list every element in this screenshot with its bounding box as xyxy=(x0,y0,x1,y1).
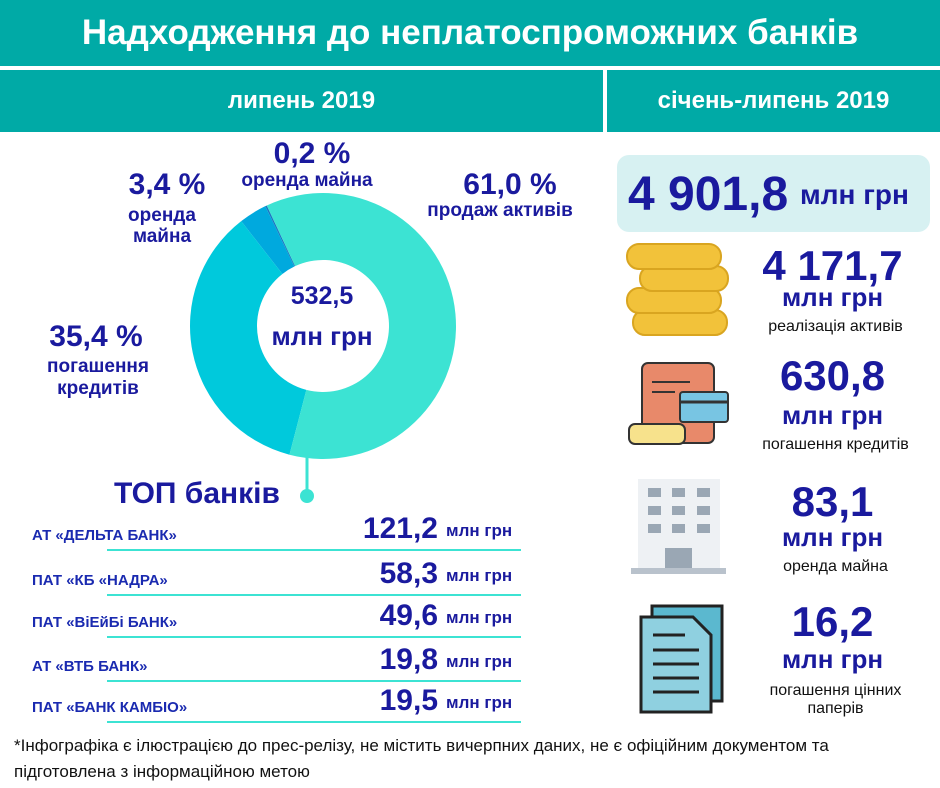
item-label: оренда майна xyxy=(783,558,888,575)
receipt-icon xyxy=(628,362,729,445)
bank-unit: млн грн xyxy=(446,521,513,540)
bank-unit: млн грн xyxy=(446,566,513,585)
bank-rule xyxy=(107,636,521,638)
bank-rule xyxy=(107,594,521,596)
bank-name: ПАТ «ВіЕйБі БАНК» xyxy=(32,614,178,631)
item-unit: млн грн xyxy=(781,282,884,312)
donut-segment xyxy=(241,206,295,274)
bank-rule xyxy=(107,549,521,551)
bank-name: АТ «ДЕЛЬТА БАНК» xyxy=(32,527,177,544)
donut-unit: млн грн xyxy=(271,321,373,351)
footnote: *Інфографіка є ілюстрацією до прес-реліз… xyxy=(14,736,829,781)
donut-segment xyxy=(266,193,456,460)
segment-label: оренда майна xyxy=(241,170,373,191)
segment-value: 3,4 % xyxy=(128,168,206,201)
bank-name: ПАТ «КБ «НАДРА» xyxy=(32,572,168,589)
item-label: погашення цінних паперів xyxy=(769,682,902,717)
segment-label: погашення кредитів xyxy=(46,356,149,399)
bank-unit: млн грн xyxy=(446,608,513,627)
bank-unit: млн грн xyxy=(446,652,513,671)
segment-value: 0,2 % xyxy=(273,137,351,170)
segment-value: 61,0 % xyxy=(463,168,557,201)
documents-icon xyxy=(639,604,724,714)
bank-name: ПАТ «БАНК КАМБІО» xyxy=(32,699,188,716)
leader-dot xyxy=(300,489,314,503)
bank-value: 49,6 xyxy=(379,599,438,632)
segment-label: продаж активів xyxy=(427,200,573,221)
item-unit: млн грн xyxy=(781,522,884,552)
period-total-unit: млн грн xyxy=(800,179,909,210)
bank-value: 19,5 xyxy=(379,684,438,717)
bank-rule xyxy=(107,680,521,682)
bank-rule xyxy=(107,721,521,723)
left-period: липень 2019 xyxy=(0,70,603,132)
bank-value: 58,3 xyxy=(379,557,438,590)
item-label: реалізація активів xyxy=(768,318,903,335)
item-value: 630,8 xyxy=(779,352,886,399)
bank-value: 19,8 xyxy=(379,643,438,676)
bank-unit: млн грн xyxy=(446,693,513,712)
donut-total: 532,5 xyxy=(290,282,354,310)
building-icon xyxy=(631,479,726,574)
bank-name: АТ «ВТБ БАНК» xyxy=(32,658,148,675)
donut-segment xyxy=(190,221,307,455)
bank-value: 121,2 xyxy=(362,512,438,545)
right-period: січень-липень 2019 xyxy=(607,70,940,132)
donut-segment xyxy=(265,205,296,267)
item-value: 83,1 xyxy=(791,478,874,525)
period-total: 4 901,8 xyxy=(628,168,789,221)
title: Надходження до неплатоспроможних банків xyxy=(0,0,940,66)
segment-value: 35,4 % xyxy=(49,320,143,353)
coins-icon xyxy=(626,243,729,336)
total-box xyxy=(617,155,930,232)
top-banks-title: ТОП банків xyxy=(114,477,280,510)
item-unit: млн грн xyxy=(781,400,884,430)
item-value: 16,2 xyxy=(791,598,874,645)
item-value: 4 171,7 xyxy=(762,242,903,289)
item-label: погашення кредитів xyxy=(762,436,909,453)
item-unit: млн грн xyxy=(781,644,884,674)
segment-label: оренда майна xyxy=(128,205,196,247)
